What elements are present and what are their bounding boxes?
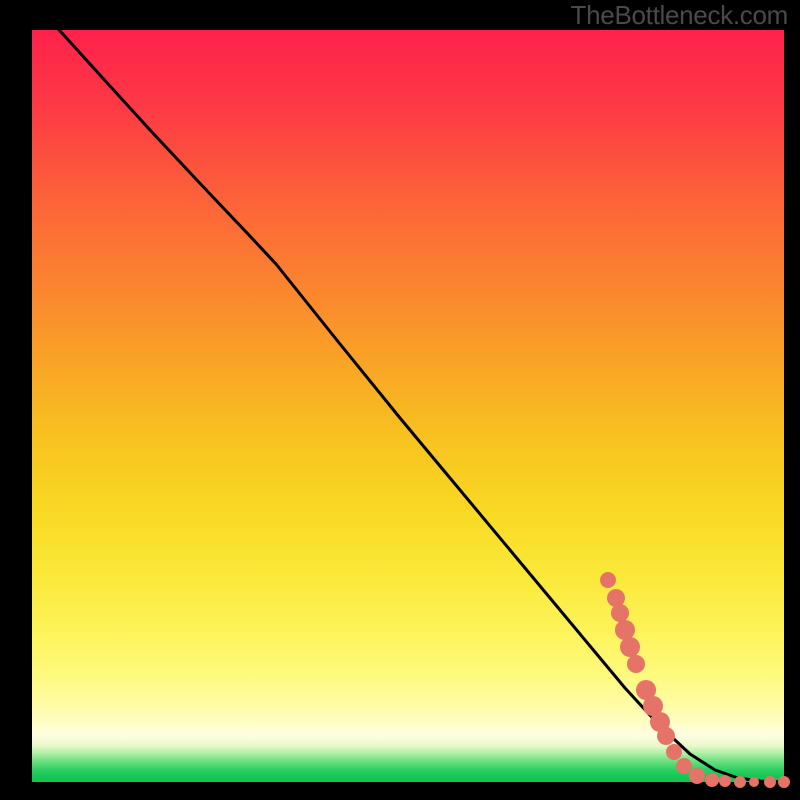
chart-plot-area bbox=[32, 30, 784, 782]
chart-container: TheBottleneck.com bbox=[0, 0, 800, 800]
watermark-text: TheBottleneck.com bbox=[571, 0, 788, 31]
